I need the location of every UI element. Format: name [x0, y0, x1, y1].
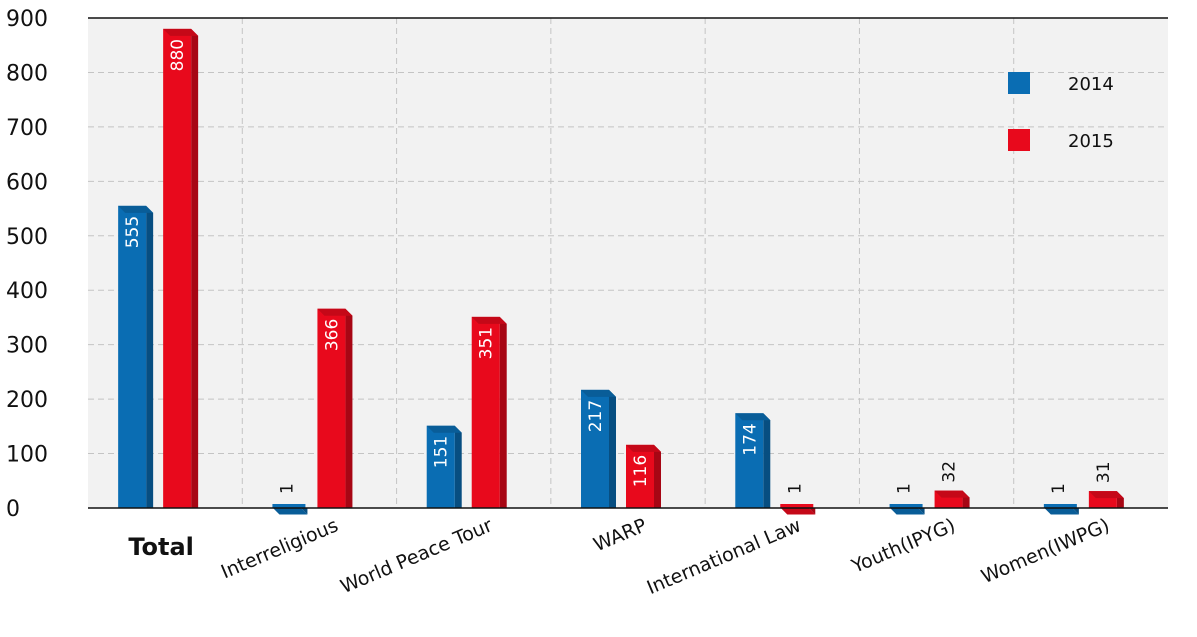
- y-tick-label: 100: [6, 443, 48, 468]
- y-tick-label: 0: [6, 497, 20, 522]
- bar-front: [581, 389, 609, 508]
- bar-value-label: 1: [1049, 483, 1069, 494]
- bar-side: [654, 444, 661, 508]
- bar-side: [345, 308, 353, 508]
- bar-front: [735, 413, 764, 508]
- bar-front: [471, 316, 500, 508]
- bar-front: [626, 444, 654, 508]
- bar-2015: 880: [163, 28, 199, 509]
- category-label: Total: [128, 533, 194, 561]
- bar-side: [763, 413, 771, 508]
- bar-top: [934, 490, 970, 498]
- category-label: World Peace Tour: [337, 514, 495, 598]
- bar-top: [317, 308, 353, 316]
- bar-2015: 32: [934, 461, 970, 508]
- bar-top: [1043, 507, 1079, 515]
- bar-front: [317, 308, 346, 508]
- bar-stub: [780, 504, 814, 508]
- bar-2014: 1: [1043, 483, 1079, 515]
- bar-2015: 351: [471, 316, 507, 508]
- bar-value-label: 1: [785, 483, 805, 494]
- legend-swatch: [1008, 72, 1030, 94]
- bar-top: [426, 425, 462, 433]
- bar-top: [272, 507, 308, 515]
- bar-value-label: 32: [940, 461, 960, 483]
- bar-top: [780, 507, 816, 515]
- gridlines: [88, 18, 1168, 508]
- y-tick-label: 800: [6, 61, 48, 86]
- bar-value-label: 555: [123, 216, 143, 248]
- y-tick-label: 900: [6, 7, 48, 32]
- bar-value-label: 1: [277, 483, 297, 494]
- category-label: International Law: [644, 514, 805, 599]
- bar-value-label: 31: [1094, 461, 1114, 483]
- bar-stub: [1043, 504, 1077, 508]
- y-tick-label: 400: [6, 279, 48, 304]
- bars: 555 880 1 366 151 351 217 116 174 1 1 32 1 31: [118, 28, 1124, 515]
- bar-side: [454, 425, 462, 508]
- bar-2014: 217: [581, 389, 616, 508]
- bar-front: [163, 28, 192, 509]
- bar-top: [735, 413, 771, 421]
- y-axis-ticks: 0 100 200 300 400 500 600 700 800 900: [6, 7, 48, 522]
- bar-side: [146, 205, 154, 509]
- bar-value-label: 351: [477, 327, 497, 359]
- bar-value-label: 151: [432, 436, 452, 468]
- bar-2014: 174: [735, 413, 771, 508]
- y-tick-label: 500: [6, 225, 48, 250]
- legend-label: 2014: [1068, 74, 1114, 95]
- bar-2015: 31: [1088, 461, 1124, 508]
- bar-value-label: 1: [895, 483, 915, 494]
- bar-2015: 116: [626, 444, 661, 508]
- bar-2014: 555: [118, 205, 154, 509]
- category-label: Youth(IPYG): [848, 514, 959, 578]
- y-tick-label: 200: [6, 388, 48, 413]
- bar-value-label: 880: [168, 39, 188, 71]
- bar-top: [889, 507, 925, 515]
- bar-front: [426, 425, 455, 508]
- bar-2015: 366: [317, 308, 353, 508]
- legend: 2014 2015: [1008, 72, 1114, 152]
- plot-background: [88, 18, 1168, 508]
- bar-top: [163, 28, 199, 36]
- y-tick-label: 300: [6, 334, 48, 359]
- bar-top: [471, 316, 507, 324]
- bar-top: [1088, 491, 1124, 499]
- bar-value-label: 174: [740, 423, 760, 455]
- bar-value-label: 366: [322, 319, 342, 351]
- bar-stub: [272, 504, 306, 508]
- bar-value-label: 116: [631, 455, 651, 487]
- bar-top: [626, 444, 661, 452]
- bar-side: [191, 28, 199, 509]
- category-label: WARP: [590, 514, 650, 556]
- bar-2014: 151: [426, 425, 462, 508]
- bar-side: [499, 316, 507, 508]
- bar-stub: [889, 504, 923, 508]
- bar-top: [118, 205, 154, 213]
- bar-front: [118, 205, 147, 509]
- bar-side: [609, 389, 616, 508]
- bar-top: [581, 389, 616, 397]
- bar-value-label: 217: [586, 400, 606, 432]
- legend-swatch: [1008, 129, 1030, 151]
- legend-label: 2015: [1068, 131, 1114, 152]
- y-tick-label: 600: [6, 170, 48, 195]
- y-tick-label: 700: [6, 116, 48, 141]
- category-label: Interreligious: [218, 514, 341, 583]
- category-label: Women(IWPG): [978, 514, 1113, 588]
